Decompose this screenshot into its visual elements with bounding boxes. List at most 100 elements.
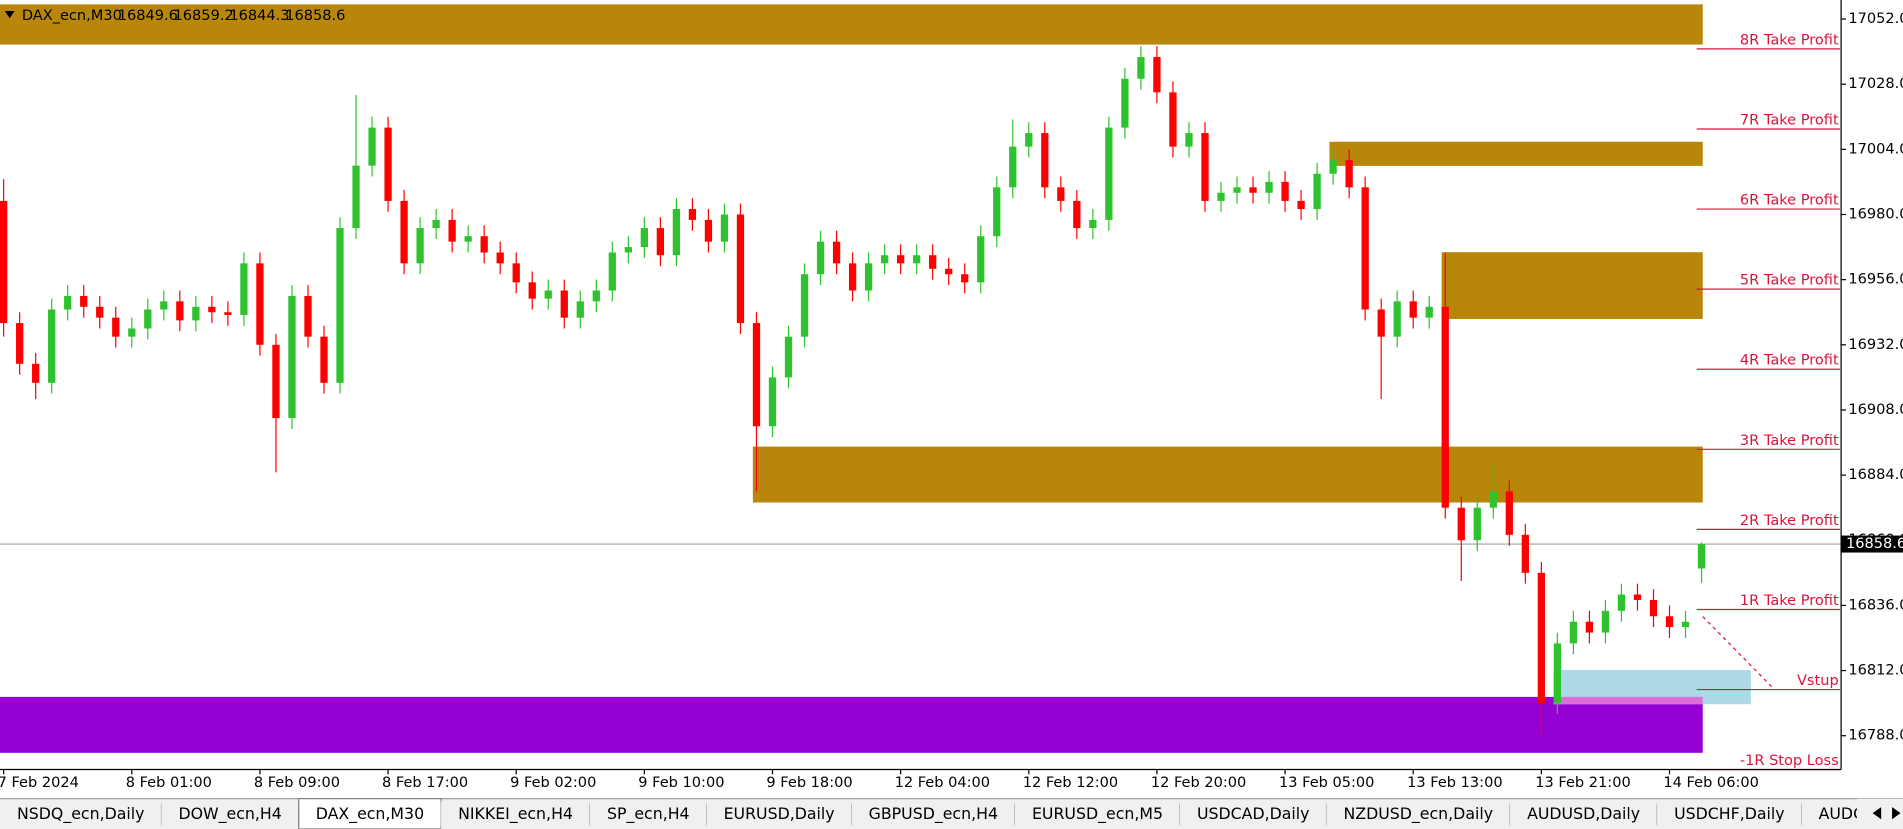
candle-body bbox=[784, 336, 793, 378]
candle-body bbox=[1361, 187, 1369, 310]
candle-body bbox=[897, 255, 905, 264]
candle-body bbox=[1217, 192, 1225, 201]
candle-body bbox=[1409, 301, 1417, 318]
tab-background[interactable] bbox=[1657, 801, 1802, 829]
y-tick-label: 16932.0 bbox=[1848, 336, 1903, 353]
y-tick-label: 16788.0 bbox=[1848, 727, 1903, 744]
tab[interactable]: USDCAD,Daily bbox=[1179, 801, 1328, 829]
tab-background[interactable] bbox=[1179, 801, 1327, 829]
candle-body bbox=[1601, 610, 1610, 633]
candle-body bbox=[1313, 173, 1321, 210]
symbol-title: DAX_ecn,M30 bbox=[22, 7, 122, 24]
tab-label[interactable]: AUDUSD,Daily bbox=[1527, 804, 1640, 823]
x-tick-label: 12 Feb 04:00 bbox=[895, 774, 990, 791]
tab-scroll-right[interactable] bbox=[1892, 807, 1901, 820]
zone bbox=[0, 696, 1703, 753]
candle-body bbox=[16, 323, 24, 364]
y-tick-label: 17028.0 bbox=[1848, 75, 1903, 92]
candle-body bbox=[1121, 78, 1129, 128]
x-tick-label: 9 Feb 18:00 bbox=[766, 774, 852, 791]
tab-label[interactable]: SP_ecn,H4 bbox=[607, 804, 690, 824]
tab-background[interactable] bbox=[298, 798, 442, 829]
tab-background[interactable] bbox=[851, 801, 1015, 829]
tab-label[interactable]: EURUSD_ecn,M5 bbox=[1032, 804, 1163, 824]
level-label: 1R Take Profit bbox=[1740, 592, 1839, 609]
tab-label[interactable]: USDCAD,Daily bbox=[1197, 804, 1310, 823]
candle-body bbox=[736, 214, 745, 324]
candle-body bbox=[128, 328, 136, 337]
candle-body bbox=[1569, 621, 1578, 644]
candle-body bbox=[1425, 306, 1433, 318]
candle-body bbox=[608, 252, 616, 291]
candle-body bbox=[1521, 534, 1529, 573]
tab-label[interactable]: USDCHF,Daily bbox=[1674, 804, 1785, 823]
candle-body bbox=[913, 255, 921, 264]
candle-body bbox=[1649, 599, 1658, 617]
tab[interactable]: SP_ecn,H4 bbox=[589, 801, 708, 829]
candle-body bbox=[112, 317, 120, 337]
y-tick-label: 16836.0 bbox=[1848, 596, 1903, 613]
tab-background[interactable] bbox=[161, 801, 299, 829]
candle-body bbox=[1137, 57, 1145, 79]
tab-background[interactable] bbox=[589, 801, 707, 829]
tab[interactable]: DAX_ecn,M30 bbox=[298, 798, 442, 829]
candle-body bbox=[272, 344, 280, 419]
tab-label[interactable]: NZDUSD_ecn,Daily bbox=[1344, 804, 1494, 824]
collapse-arrow[interactable] bbox=[4, 10, 15, 19]
y-tick-label: 16884.0 bbox=[1848, 466, 1903, 483]
x-tick-label: 14 Feb 06:00 bbox=[1663, 774, 1758, 791]
candle-body bbox=[496, 252, 504, 264]
tab[interactable]: DOW_ecn,H4 bbox=[161, 801, 300, 829]
candle-body bbox=[224, 312, 232, 315]
tab[interactable]: AUDUSD,Daily bbox=[1510, 801, 1658, 829]
tab-background[interactable] bbox=[706, 801, 852, 829]
candle-body bbox=[144, 309, 152, 329]
candle-body bbox=[1089, 219, 1097, 229]
x-tick-label: 8 Feb 01:00 bbox=[126, 774, 212, 791]
tab[interactable]: NSDQ_ecn,Daily bbox=[0, 801, 163, 829]
candle-body bbox=[432, 219, 440, 229]
candle-body bbox=[1393, 301, 1401, 337]
candle-body bbox=[48, 309, 56, 383]
candle-body bbox=[80, 295, 88, 307]
candle-body bbox=[208, 306, 216, 313]
x-tick-label: 13 Feb 13:00 bbox=[1407, 774, 1502, 791]
y-tick-label: 16812.0 bbox=[1848, 662, 1903, 679]
candle-body bbox=[977, 236, 985, 283]
candle-body bbox=[1265, 181, 1273, 193]
candle-body bbox=[993, 187, 1001, 237]
tab-background[interactable] bbox=[441, 801, 590, 829]
candle-body bbox=[1457, 507, 1465, 541]
tab-label[interactable]: NIKKEI_ecn,H4 bbox=[458, 804, 573, 824]
candle-body bbox=[256, 263, 264, 345]
candle-body bbox=[880, 255, 889, 264]
tab[interactable]: EURUSD,Daily bbox=[706, 801, 853, 829]
candle-body bbox=[1297, 200, 1305, 210]
candle-body bbox=[0, 200, 8, 324]
tab[interactable]: GBPUSD_ecn,H4 bbox=[851, 801, 1016, 829]
y-tick-label: 17004.0 bbox=[1848, 140, 1903, 157]
tab-background[interactable] bbox=[0, 801, 162, 829]
tab-label[interactable]: GBPUSD_ecn,H4 bbox=[869, 804, 998, 824]
candle-body bbox=[929, 255, 937, 269]
tab[interactable]: NZDUSD_ecn,Daily bbox=[1326, 801, 1511, 829]
tab-label[interactable]: DOW_ecn,H4 bbox=[178, 804, 281, 824]
x-tick-label: 9 Feb 10:00 bbox=[638, 774, 724, 791]
level-label: 3R Take Profit bbox=[1740, 432, 1839, 449]
tab-background[interactable] bbox=[1014, 801, 1180, 829]
candle-body bbox=[240, 263, 248, 315]
tab[interactable]: USDCHF,Daily bbox=[1657, 801, 1803, 829]
trade-line bbox=[1702, 616, 1775, 690]
tab-label[interactable]: DAX_ecn,M30 bbox=[316, 804, 424, 824]
tab-label[interactable]: NSDQ_ecn,Daily bbox=[17, 804, 145, 824]
tab[interactable]: NIKKEI_ecn,H4 bbox=[441, 801, 591, 829]
candle-body bbox=[1153, 57, 1161, 93]
tab-background[interactable] bbox=[1326, 801, 1511, 829]
candle-body bbox=[368, 127, 376, 166]
x-tick-label: 8 Feb 09:00 bbox=[254, 774, 340, 791]
tab-label[interactable]: EURUSD,Daily bbox=[724, 804, 835, 823]
tab-scroll-left[interactable] bbox=[1872, 807, 1882, 820]
tab[interactable]: EURUSD_ecn,M5 bbox=[1014, 801, 1181, 829]
tab-background[interactable] bbox=[1510, 801, 1658, 829]
